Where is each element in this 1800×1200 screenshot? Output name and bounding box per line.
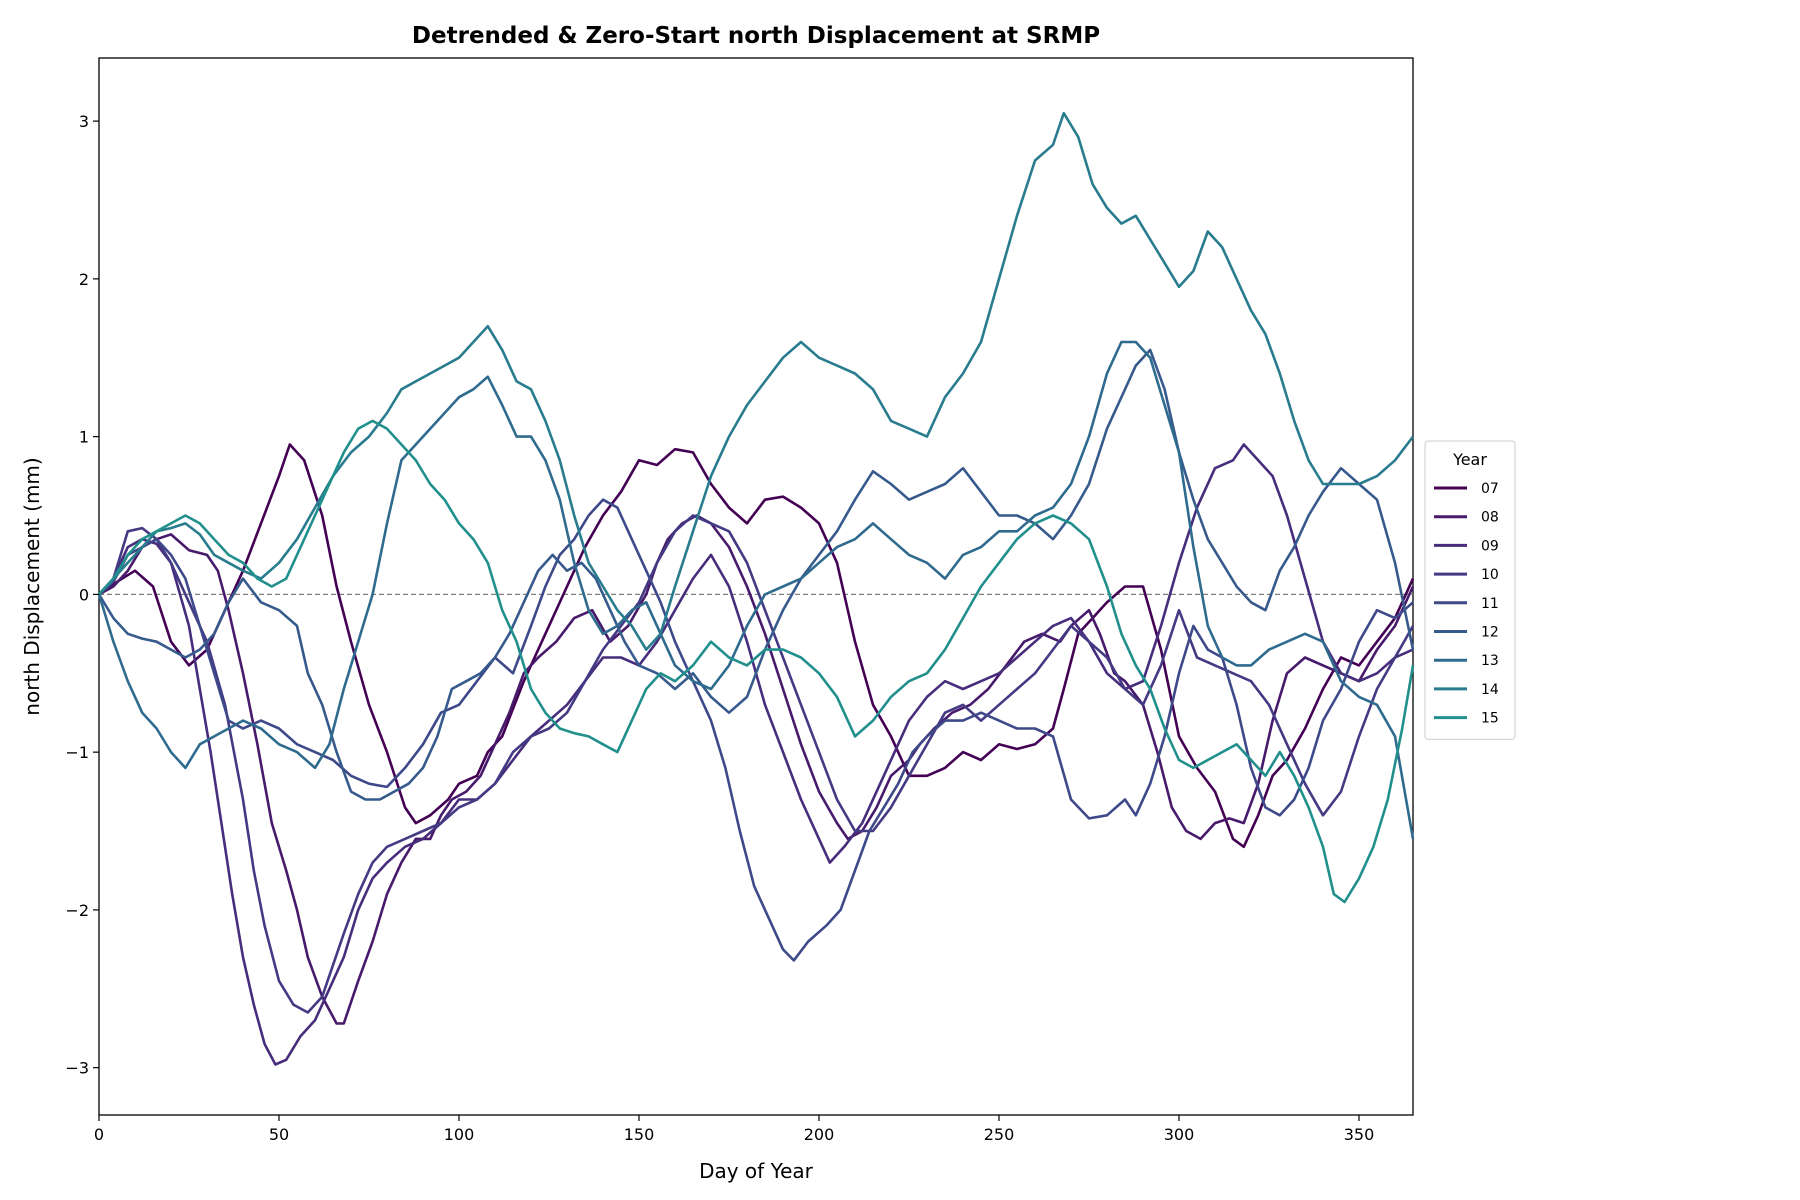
y-tick-label: 2 bbox=[79, 270, 89, 289]
legend-box bbox=[1424, 440, 1516, 740]
legend-label-15: 15 bbox=[1481, 711, 1499, 727]
x-tick-label: 350 bbox=[1344, 1125, 1375, 1144]
y-axis-ticks: −3 −2 −1 0 1 2 3 bbox=[65, 112, 99, 1078]
x-tick-label: 150 bbox=[624, 1125, 655, 1144]
x-axis-label: Day of Year bbox=[699, 1159, 814, 1183]
y-tick-label: −3 bbox=[65, 1059, 89, 1078]
x-tick-label: 200 bbox=[804, 1125, 835, 1144]
legend-label-08: 08 bbox=[1481, 510, 1499, 526]
legend-label-10: 10 bbox=[1481, 567, 1499, 583]
series-line-15 bbox=[98, 419, 1415, 904]
legend-items: 07 08 09 10 11 12 13 14 15 bbox=[1434, 481, 1499, 727]
legend-label-11: 11 bbox=[1481, 596, 1499, 612]
legend-label-09: 09 bbox=[1481, 538, 1499, 554]
y-axis-label: north Displacement (mm) bbox=[20, 457, 44, 715]
x-tick-label: 250 bbox=[984, 1125, 1015, 1144]
series-line-14 bbox=[98, 111, 1415, 651]
x-tick-label: 300 bbox=[1164, 1125, 1195, 1144]
series-line-12 bbox=[97, 348, 1415, 801]
plot-area: 0 50 100 150 200 250 300 350 −3 −2 −1 0 1 2 3 bbox=[65, 57, 1415, 1144]
series-line-10 bbox=[98, 514, 1415, 1014]
x-tick-label: 50 bbox=[269, 1125, 289, 1144]
x-tick-label: 100 bbox=[444, 1125, 475, 1144]
legend-label-14: 14 bbox=[1481, 682, 1499, 698]
series-line-09 bbox=[98, 443, 1414, 1066]
legend-title: Year bbox=[1452, 450, 1487, 469]
chart-title: Detrended & Zero-Start north Displacemen… bbox=[412, 23, 1100, 49]
y-tick-label: 3 bbox=[79, 112, 89, 131]
series-line-08 bbox=[98, 514, 1415, 1025]
legend: Year 07 08 09 10 11 12 13 14 15 bbox=[1424, 440, 1516, 740]
y-tick-label: 0 bbox=[79, 585, 89, 604]
series-line-13 bbox=[97, 340, 1415, 840]
series-line-11 bbox=[98, 498, 1414, 962]
y-tick-label: −1 bbox=[65, 743, 89, 762]
y-tick-label: −2 bbox=[65, 901, 89, 920]
y-tick-label: 1 bbox=[79, 428, 89, 447]
legend-label-12: 12 bbox=[1481, 625, 1499, 641]
legend-label-07: 07 bbox=[1481, 481, 1499, 497]
x-tick-label: 0 bbox=[94, 1125, 104, 1144]
legend-label-13: 13 bbox=[1481, 653, 1499, 669]
series-group bbox=[97, 111, 1415, 1066]
x-axis-ticks: 0 50 100 150 200 250 300 350 bbox=[94, 1115, 1374, 1144]
